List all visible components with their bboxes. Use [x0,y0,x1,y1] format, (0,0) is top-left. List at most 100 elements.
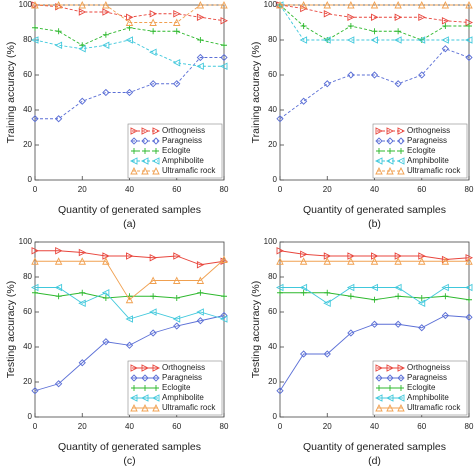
marker [196,261,205,269]
caption: (b) [368,218,381,230]
marker [323,10,332,18]
marker [149,18,157,26]
marker [441,0,450,9]
legend-marker [141,364,150,372]
marker [276,0,284,9]
marker [78,8,87,16]
marker [347,257,355,265]
legend-label: Amphibolite [407,393,449,402]
y-tick-label: 80 [23,35,32,44]
marker [78,257,86,265]
legend-marker [386,403,394,412]
marker [370,283,378,292]
x-tick-label: 40 [370,185,379,194]
marker [220,311,228,320]
legend-marker [142,385,148,391]
marker [125,18,134,26]
y-tick-label: 60 [23,70,32,79]
legend-marker [141,166,149,175]
y-tick-label: 0 [273,175,278,184]
legend-marker [152,137,160,145]
marker [125,36,133,44]
marker [31,387,39,395]
x-axis-label: Quantity of generated samples [58,441,201,453]
marker [395,28,402,35]
legend-marker [152,374,160,382]
marker [54,283,63,292]
x-tick-label: 40 [125,422,134,431]
marker [196,308,204,316]
marker [197,289,204,296]
y-axis-label: Testing accuracy (%) [250,281,262,378]
x-tick-label: 20 [323,185,332,194]
x-tick-label: 0 [278,422,283,431]
marker [196,276,205,284]
marker [465,313,473,321]
x-tick-label: 60 [417,185,426,194]
marker [149,329,157,337]
legend-marker [398,148,404,154]
x-tick-label: 0 [33,185,38,194]
legend-marker [130,374,138,382]
marker [441,283,449,292]
legend-marker [375,403,383,412]
marker [196,13,205,21]
marker [300,4,308,13]
y-tick-label: 0 [28,412,33,421]
marker [54,41,63,49]
series-line [34,39,224,67]
legend-label: Orthogneiss [407,126,450,135]
x-tick-label: 40 [370,422,379,431]
legend-label: Paragneiss [162,136,202,145]
marker [150,293,157,300]
marker [323,350,331,358]
marker [394,0,402,9]
x-tick-label: 20 [323,422,332,431]
marker [418,13,426,21]
marker [54,0,63,9]
marker [220,53,228,62]
marker [221,293,227,300]
marker [78,299,86,307]
legend-marker [396,157,405,165]
legend-label: Amphibolite [162,156,204,165]
marker [125,295,134,304]
legend-marker [140,394,149,402]
marker [276,247,285,255]
legend-marker [141,127,150,135]
marker [197,37,204,43]
legend-marker [398,385,404,391]
marker [31,247,40,255]
series-line [35,250,225,266]
series-line [35,287,225,320]
marker [299,0,308,9]
x-axis-label: Quantity of generated samples [58,204,201,216]
legend-label: Orthogneiss [162,126,205,135]
marker [347,23,354,29]
marker [324,289,331,296]
legend-marker [131,385,137,391]
caption: (c) [123,455,135,467]
legend-marker [374,157,383,165]
marker [78,45,86,53]
marker [78,97,86,105]
marker [394,320,402,328]
marker [30,283,39,292]
y-tick-label: 20 [23,377,32,386]
x-tick-label: 20 [78,422,87,431]
marker [394,36,402,44]
marker [149,48,157,56]
marker [370,320,379,328]
marker [173,28,180,35]
legend-marker [153,385,159,391]
y-tick-label: 80 [268,272,277,281]
marker [323,36,331,44]
marker [173,80,181,88]
legend-marker [386,137,394,145]
marker [173,295,180,301]
y-tick-label: 40 [23,342,32,351]
legend-marker [397,166,405,175]
legend-marker [152,166,160,175]
marker [196,53,205,62]
